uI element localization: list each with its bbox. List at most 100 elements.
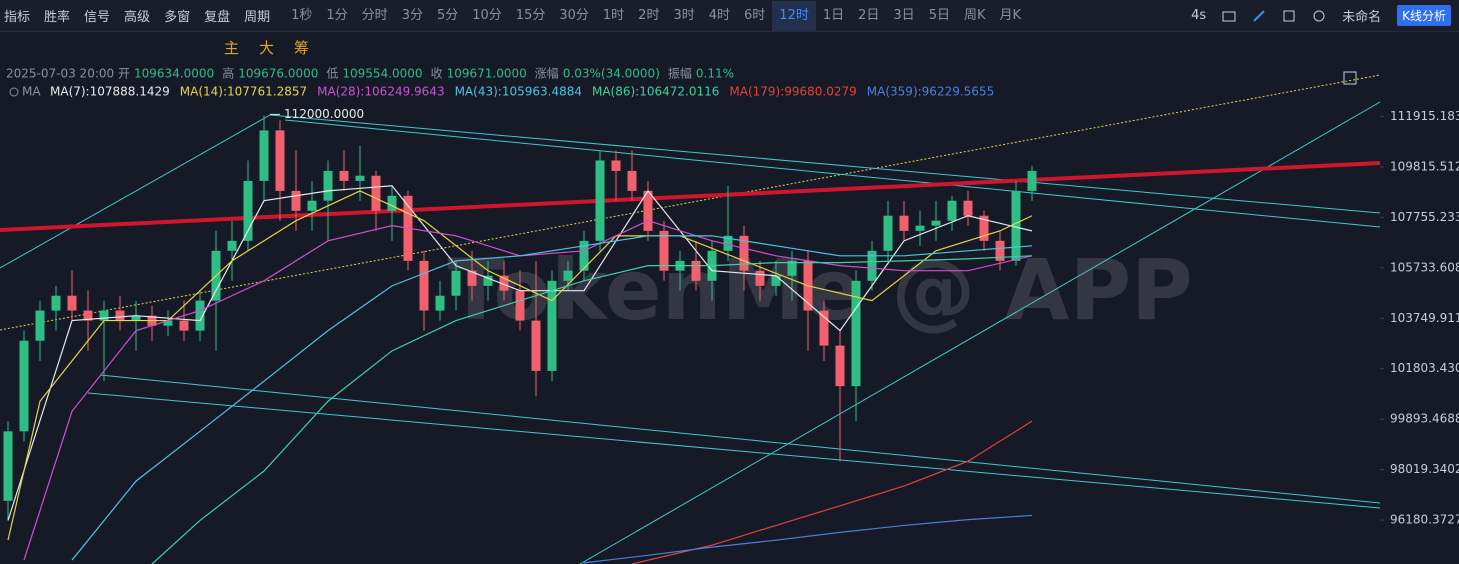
candle-body [771,275,781,286]
candle-body [35,310,45,341]
period[interactable]: 2日 [858,7,880,23]
y-tick-label: 107755.2333 [1390,210,1459,224]
trend-line [269,114,1381,214]
candle-body [1027,170,1037,191]
candle-body [963,200,973,216]
period[interactable]: 15分 [515,7,546,23]
period[interactable]: 4时 [708,7,731,23]
toolbar-item[interactable]: 复盘 [204,10,231,25]
info-value: 0.11% [696,67,734,81]
toolbar-item[interactable]: 指标 [4,10,31,25]
candle-body [931,220,941,226]
candle-body [227,240,237,251]
candle-body [419,260,429,311]
period[interactable]: 5日 [928,7,950,23]
trend-line [579,101,1381,564]
candle-body [355,175,365,181]
legend-item: MA(43):105963.4884 [455,85,582,99]
period[interactable]: 30分 [559,7,589,23]
info-time: 2025-07-03 20:00 [6,67,114,81]
info-label: 涨幅 [535,66,559,81]
icon[interactable] [1282,9,1296,23]
info-value: 109554.0000 [342,67,422,81]
plot: 112000.0000 [3,107,1037,564]
toolbar-item[interactable]: 多窗 [164,10,191,25]
ma-line [631,420,1033,564]
candle-body [259,130,269,181]
period[interactable]: 3时 [673,7,695,23]
draw-tool[interactable]: 筹 [294,38,310,57]
legend-item: MA(7):107888.1429 [50,85,170,99]
period[interactable]: 1秒 [291,7,313,23]
candle-body [1011,190,1021,261]
toolbar-right: 4s 未命名 K线分析 [1191,5,1459,26]
candle-body [83,310,93,321]
period[interactable]: 1时 [602,7,625,23]
period[interactable]: 1分 [326,7,348,23]
candle-body [195,300,205,331]
candle-body [467,270,477,286]
candle-body [547,280,557,371]
icon[interactable] [1312,9,1326,23]
info-label: 低 [326,67,338,81]
toolbar-item[interactable]: 胜率 [44,10,71,25]
toolbar-left: 指标 胜率 信号 高级 多窗 复盘 周期 [4,6,284,25]
candle-body [691,260,701,281]
period[interactable]: 1日 [822,7,845,23]
period[interactable]: 分时 [361,7,388,23]
icon[interactable] [1252,9,1266,23]
info-value: 109671.0000 [447,67,527,81]
candle-body [883,215,893,251]
candle-body [3,431,13,501]
candle-body [819,310,829,346]
analysis-button[interactable]: K线分析 [1397,5,1451,26]
trend-line [99,374,1381,504]
candle-body [51,295,61,311]
draw-toolbar: 主大筹 [0,32,1459,62]
y-tick-label: 111915.1832 [1390,109,1459,123]
candle-body [19,340,29,432]
period[interactable]: 6时 [744,7,766,23]
drawings [0,71,1381,564]
icon [1343,71,1357,85]
candle-body [339,170,349,181]
legend-item: MA(14):107761.2857 [180,85,307,99]
trend-line [0,161,1381,232]
ma-line [7,190,1033,541]
period[interactable]: 3日 [893,7,915,23]
toolbar-item[interactable]: 周期 [244,10,271,25]
legend-title: MA [22,85,41,99]
period[interactable]: 3分 [401,7,423,23]
ma-line [583,514,1033,564]
period[interactable]: 周K [963,7,986,23]
toolbar-item[interactable]: 信号 [84,10,111,25]
draw-tools: 主大筹 [214,37,319,58]
candle-body [451,270,461,296]
info-value: 109676.0000 [238,67,318,81]
candle-body [739,235,749,271]
period[interactable]: 2时 [638,7,660,23]
candle-body [755,270,765,286]
high-label: 112000.0000 [284,107,364,121]
ma-line [71,235,1033,561]
period[interactable]: 10分 [472,7,502,23]
y-tick-label: 101803.4307 [1390,361,1459,375]
toolbar-item[interactable]: 高级 [124,10,151,25]
layout-name[interactable]: 未命名 [1342,10,1382,25]
period[interactable]: 12时 [772,0,816,31]
candle-body [99,310,109,321]
candle-body [67,295,77,311]
refresh[interactable]: 4s [1191,8,1207,23]
period[interactable]: 月K [999,7,1022,23]
candle-body [243,180,253,241]
draw-tool[interactable]: 主 [224,38,240,57]
draw-tool[interactable]: 大 [259,38,275,57]
icon[interactable] [1222,9,1236,23]
candle-body [291,190,301,211]
y-tick-label: 109815.512 [1390,159,1459,173]
candle-body [483,275,493,286]
candle-body [371,175,381,211]
period[interactable]: 5分 [436,7,459,23]
